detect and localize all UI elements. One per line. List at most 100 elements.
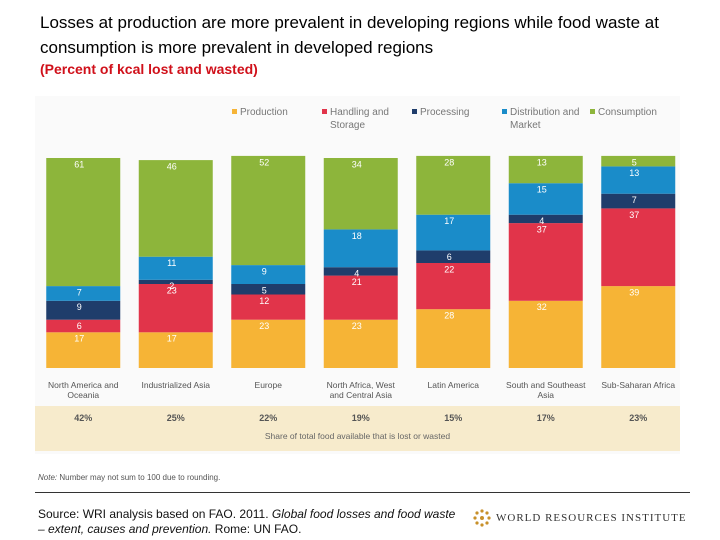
legend-swatch: [590, 109, 595, 114]
bar-segment: [323, 229, 398, 268]
bar-segment: [601, 155, 676, 167]
bar-segment: [231, 265, 306, 284]
logo-mark: [473, 509, 491, 527]
bar-segment: [416, 263, 491, 310]
value-label: 4: [354, 269, 359, 279]
bar-segment: [231, 294, 306, 320]
legend-swatch: [412, 109, 417, 114]
note-lead: Note:: [38, 473, 58, 482]
legend-swatch: [322, 109, 327, 114]
source-prefix: Source: WRI analysis based on FAO. 2011.: [38, 507, 272, 521]
bar-segment: [416, 214, 491, 251]
bar-segment: [323, 267, 398, 276]
legend-label: Processing: [420, 107, 470, 118]
value-label: 6: [447, 252, 452, 262]
legend-label: Distribution and Market: [510, 107, 580, 131]
bar-segment: [46, 158, 121, 287]
value-label: 34: [352, 159, 362, 169]
bar-segment: [508, 214, 583, 224]
bar-segment: [138, 284, 213, 333]
legend-swatch: [232, 109, 237, 114]
value-label: 2: [169, 281, 174, 291]
value-label: 12: [259, 296, 269, 306]
bar-segment: [46, 332, 121, 368]
value-label: 39: [629, 287, 639, 297]
title: Losses at production are more prevalent …: [40, 13, 659, 57]
share-value: 15%: [444, 413, 463, 423]
source-title: Global food losses and food waste – exte…: [38, 507, 456, 536]
value-label: 11: [167, 258, 176, 268]
category-label: Europe: [254, 380, 282, 390]
bar-segment: [323, 158, 398, 230]
value-label: 52: [259, 157, 269, 167]
value-label: 7: [632, 195, 637, 205]
bar-segment: [508, 223, 583, 301]
subtitle: (Percent of kcal lost and wasted): [40, 61, 258, 77]
bar-segment: [138, 256, 213, 280]
bar-segment: [601, 193, 676, 209]
share-band: [35, 406, 680, 451]
value-label: 23: [352, 321, 362, 331]
value-label: 9: [77, 302, 82, 312]
bar-segment: [46, 300, 121, 320]
value-label: 5: [632, 157, 637, 167]
value-label: 17: [167, 334, 177, 344]
bar-segment: [416, 155, 491, 215]
share-value: 22%: [259, 413, 278, 423]
share-value: 23%: [629, 413, 648, 423]
bar-segment: [416, 250, 491, 263]
category-label: Industrialized Asia: [141, 380, 210, 390]
bar-segment: [416, 309, 491, 368]
bar-segment: [323, 319, 398, 368]
value-label: 13: [629, 168, 639, 178]
value-label: 61: [74, 159, 84, 169]
bar-segment: [323, 275, 398, 320]
bar-segment: [601, 166, 676, 194]
category-label: South and Southeast Asia: [506, 380, 586, 400]
value-label: 7: [77, 287, 82, 297]
bar-segment: [46, 319, 121, 333]
value-label: 17: [74, 334, 84, 344]
value-label: 15: [537, 185, 547, 195]
value-label: 28: [444, 311, 454, 321]
note: Note: Number may not sum to 100 due to r…: [38, 473, 220, 482]
bar-segment: [601, 286, 676, 368]
bar-segment: [601, 208, 676, 287]
bar-segment: [231, 155, 306, 266]
note-text: Number may not sum to 100 due to roundin…: [59, 473, 221, 482]
logo-text: WORLD RESOURCES INSTITUTE: [496, 512, 687, 524]
category-label: North America and Oceania: [48, 380, 119, 400]
category-label: Latin America: [427, 380, 480, 390]
bar-segment: [138, 279, 213, 284]
value-label: 23: [167, 285, 177, 295]
category-label: Sub-Saharan Africa: [601, 380, 676, 390]
value-label: 9: [262, 266, 267, 276]
legend-label: Handling and Storage: [330, 107, 389, 131]
value-label: 21: [352, 277, 362, 287]
share-value: 42%: [74, 413, 93, 423]
share-value: 19%: [351, 413, 370, 423]
share-caption: Share of total food available that is lo…: [264, 431, 451, 441]
legend-swatch: [502, 109, 507, 114]
bar-segment: [508, 155, 583, 184]
bar-segment: [508, 183, 583, 215]
value-label: 22: [444, 264, 454, 274]
bar-segment: [231, 319, 306, 368]
value-label: 17: [444, 216, 454, 226]
value-label: 6: [77, 321, 82, 331]
bar-segment: [46, 286, 121, 301]
value-label: 37: [629, 210, 639, 220]
source-suffix: Rome: UN FAO.: [211, 522, 302, 536]
legend-label: Production: [240, 107, 288, 118]
bar-segment: [138, 332, 213, 368]
divider: [35, 492, 690, 493]
value-label: 23: [259, 321, 269, 331]
source: Source: WRI analysis based on FAO. 2011.…: [38, 507, 458, 537]
value-label: 13: [537, 157, 547, 167]
value-label: 5: [262, 285, 267, 295]
value-label: 37: [537, 224, 547, 234]
value-label: 32: [537, 302, 547, 312]
